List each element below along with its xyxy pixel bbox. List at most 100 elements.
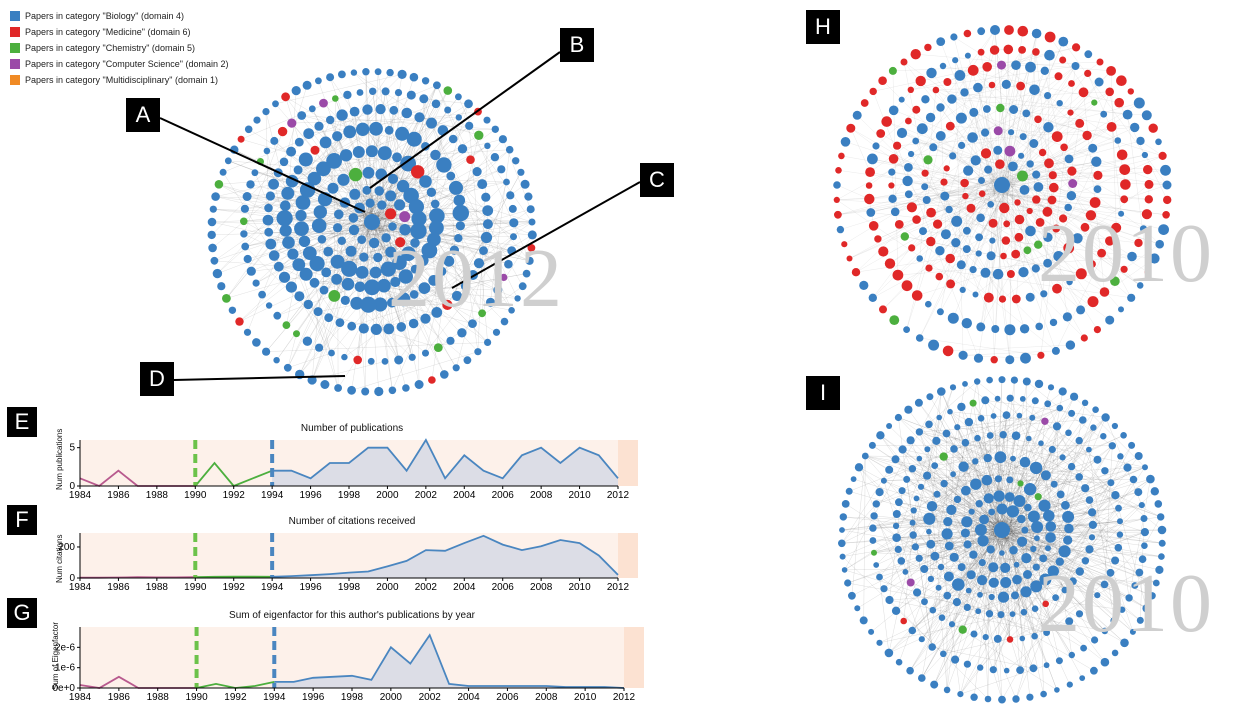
paper-node xyxy=(944,541,954,551)
edge xyxy=(956,192,1005,222)
edge xyxy=(245,224,367,247)
paper-node xyxy=(930,551,940,561)
paper-node xyxy=(373,297,388,312)
paper-node xyxy=(1045,545,1051,552)
paper-node xyxy=(526,205,535,214)
paper-node xyxy=(946,279,956,289)
paper-node xyxy=(1117,518,1123,525)
edge xyxy=(997,539,1060,562)
edge xyxy=(865,455,1066,506)
x-tick-label: 2006 xyxy=(492,490,515,501)
paper-node xyxy=(1101,627,1109,635)
paper-node xyxy=(1048,171,1057,180)
paper-node xyxy=(1127,251,1137,262)
paper-node xyxy=(377,200,387,210)
edge xyxy=(998,192,1030,212)
paper-node xyxy=(1022,109,1031,118)
paper-node xyxy=(1141,209,1152,220)
paper-node xyxy=(943,78,952,86)
paper-node xyxy=(1045,521,1057,532)
paper-node xyxy=(1003,667,1010,674)
paper-node xyxy=(1056,100,1063,107)
paper-node xyxy=(836,225,845,234)
edge xyxy=(873,515,979,612)
edge xyxy=(981,529,1006,581)
edge xyxy=(865,455,988,459)
edge xyxy=(994,527,1116,561)
edge xyxy=(993,536,1056,598)
edge xyxy=(1001,191,1141,286)
edge xyxy=(836,184,870,200)
paper-node xyxy=(979,514,989,525)
paper-node xyxy=(299,267,313,281)
paper-node xyxy=(417,255,429,266)
paper-node xyxy=(361,387,370,396)
paper-node xyxy=(430,149,441,161)
paper-node xyxy=(937,387,946,396)
paper-node xyxy=(962,192,969,200)
edge xyxy=(993,127,1135,192)
paper-node xyxy=(1148,123,1158,133)
paper-node xyxy=(864,193,875,205)
paper-node xyxy=(295,209,307,222)
paper-node xyxy=(1080,644,1087,652)
edge xyxy=(982,417,1033,563)
paper-node xyxy=(1118,306,1124,313)
paper-node xyxy=(334,384,342,392)
paper-node xyxy=(962,245,971,254)
paper-node xyxy=(1049,318,1058,327)
edge xyxy=(1056,288,1081,311)
paper-node xyxy=(977,415,985,422)
paper-node xyxy=(1047,195,1057,205)
paper-node xyxy=(335,318,345,327)
paper-node xyxy=(983,105,991,113)
legend-label: Papers in category "Multidisciplinary" (… xyxy=(25,75,218,85)
paper-node xyxy=(453,194,466,207)
paper-node xyxy=(988,562,999,573)
paper-node xyxy=(894,413,903,422)
paper-node xyxy=(1146,474,1155,484)
paper-node xyxy=(908,150,915,158)
paper-node xyxy=(1092,406,1099,414)
paper-node xyxy=(396,179,410,193)
paper-node xyxy=(468,319,477,328)
paper-node xyxy=(888,194,897,203)
legend-label: Papers in category "Chemistry" (domain 5… xyxy=(25,43,195,53)
paper-node xyxy=(395,237,406,248)
paper-node xyxy=(1013,495,1026,507)
paper-node xyxy=(1000,562,1011,574)
edge xyxy=(936,435,1104,495)
edge xyxy=(311,311,319,381)
edge xyxy=(872,540,1095,671)
paper-node xyxy=(1050,480,1058,488)
paper-node xyxy=(833,196,840,203)
edge xyxy=(1144,516,1161,546)
paper-node xyxy=(1090,424,1097,431)
paper-node xyxy=(1017,480,1024,487)
paper-node xyxy=(1031,521,1044,533)
edge xyxy=(1000,89,1035,181)
edge xyxy=(359,85,438,209)
paper-node xyxy=(906,436,915,445)
paper-node xyxy=(851,268,861,277)
paper-node xyxy=(991,325,1000,333)
paper-node xyxy=(1024,503,1032,512)
edge xyxy=(986,480,1000,531)
paper-node xyxy=(976,322,986,332)
paper-node xyxy=(923,471,932,480)
paper-node xyxy=(399,224,411,236)
paper-node xyxy=(988,508,996,516)
paper-node xyxy=(399,211,411,223)
edge xyxy=(1008,49,1011,183)
paper-node xyxy=(880,477,887,484)
edge xyxy=(314,150,346,203)
x-tick-label: 1992 xyxy=(224,692,247,703)
paper-node xyxy=(923,155,933,165)
paper-node xyxy=(1055,657,1063,665)
paper-node xyxy=(360,296,377,313)
edge xyxy=(896,537,1162,557)
edge xyxy=(997,445,1113,640)
paper-node xyxy=(1055,624,1062,631)
paper-node xyxy=(316,161,331,177)
edge xyxy=(981,193,1025,329)
